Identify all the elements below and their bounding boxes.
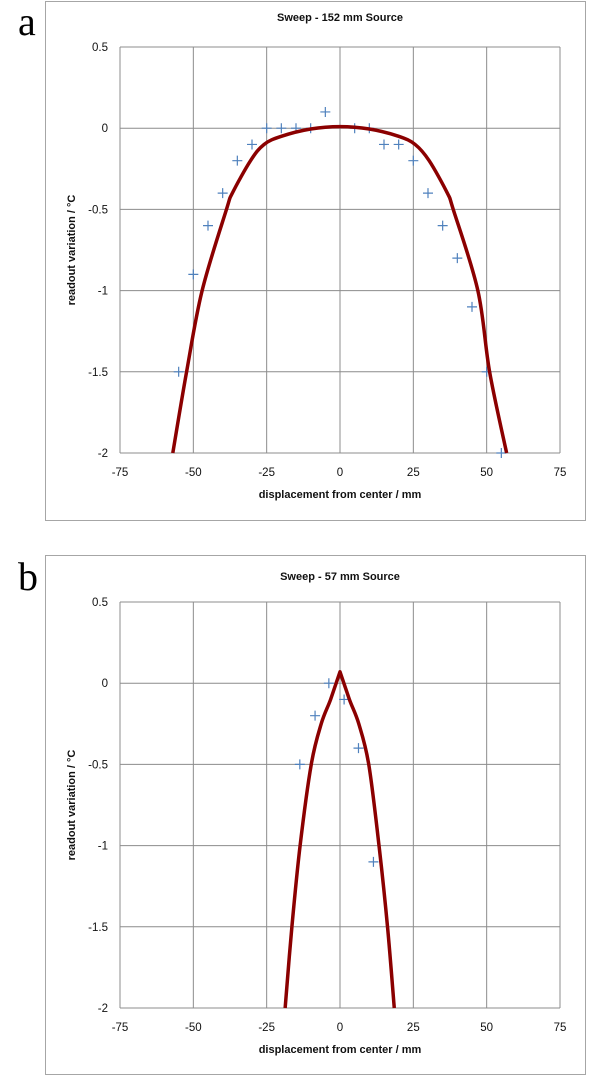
data-point xyxy=(247,139,257,150)
y-tick-label: -1 xyxy=(98,841,108,853)
x-tick-label: -75 xyxy=(112,467,129,479)
chart-frame xyxy=(45,1,586,521)
y-axis-label: readout variation / °C xyxy=(66,195,78,306)
y-tick-label: -2 xyxy=(98,1003,108,1015)
data-point xyxy=(353,743,364,754)
x-axis-label: displacement from center / mm xyxy=(259,1044,422,1056)
data-point xyxy=(339,694,350,705)
data-point xyxy=(323,678,334,689)
data-point xyxy=(379,139,389,150)
x-tick-label: 50 xyxy=(480,467,493,479)
data-point xyxy=(173,366,184,377)
y-tick-label: 0.5 xyxy=(92,42,108,54)
data-point xyxy=(408,155,419,166)
chart-title: Sweep - 57 mm Source xyxy=(280,571,400,583)
x-tick-label: 25 xyxy=(407,1022,420,1034)
x-tick-label: 0 xyxy=(337,1022,343,1034)
chart-b: Sweep - 57 mm Source -75 -50 -25 0 25 50 75 0.5 0… xyxy=(45,555,586,1075)
fit-curve xyxy=(171,124,509,454)
x-tick-label: -25 xyxy=(258,1022,275,1034)
data-point xyxy=(452,253,463,264)
chart-a: Sweep - 152 mm Source -75 -50 -25 0 25 50 75 0.5… xyxy=(45,1,586,521)
chart-title: Sweep - 152 mm Source xyxy=(277,12,403,24)
y-tick-label: -2 xyxy=(98,448,108,460)
data-point xyxy=(276,123,287,134)
x-tick-label: 0 xyxy=(337,467,343,479)
x-tick-label: -75 xyxy=(112,1022,129,1034)
data-point xyxy=(320,106,331,117)
y-tick-label: -0.5 xyxy=(88,204,108,216)
fit-curve xyxy=(283,670,397,1009)
x-axis-label: displacement from center / mm xyxy=(259,489,422,501)
panel-label-a: a xyxy=(18,0,36,44)
y-tick-label: 0.5 xyxy=(92,597,108,609)
data-point xyxy=(294,759,305,770)
y-tick-label: -1.5 xyxy=(88,367,108,379)
data-point xyxy=(232,155,243,166)
x-tick-label: 25 xyxy=(407,467,420,479)
y-tick-label: -1 xyxy=(98,286,108,298)
data-point xyxy=(467,301,477,312)
data-point xyxy=(310,710,321,721)
data-point xyxy=(496,448,507,458)
data-point xyxy=(368,856,379,867)
y-tick-label: -0.5 xyxy=(88,759,108,771)
x-tick-label: -50 xyxy=(185,1022,202,1034)
data-point xyxy=(261,123,272,134)
x-tick-label: -25 xyxy=(258,467,275,479)
data-point xyxy=(393,139,404,150)
data-point xyxy=(203,220,213,231)
panel-label-b: b xyxy=(18,554,38,599)
x-tick-label: -50 xyxy=(185,467,202,479)
data-point xyxy=(437,220,448,231)
y-tick-label: -1.5 xyxy=(88,922,108,934)
data-point xyxy=(188,269,199,280)
chart-frame xyxy=(45,555,586,1075)
data-point xyxy=(423,188,433,199)
x-tick-label: 75 xyxy=(554,1022,567,1034)
y-tick-label: 0 xyxy=(102,123,108,135)
x-tick-label: 75 xyxy=(554,467,567,479)
data-point xyxy=(217,188,228,199)
x-tick-label: 50 xyxy=(480,1022,493,1034)
y-axis-label: readout variation / °C xyxy=(66,750,78,861)
y-tick-label: 0 xyxy=(102,678,108,690)
